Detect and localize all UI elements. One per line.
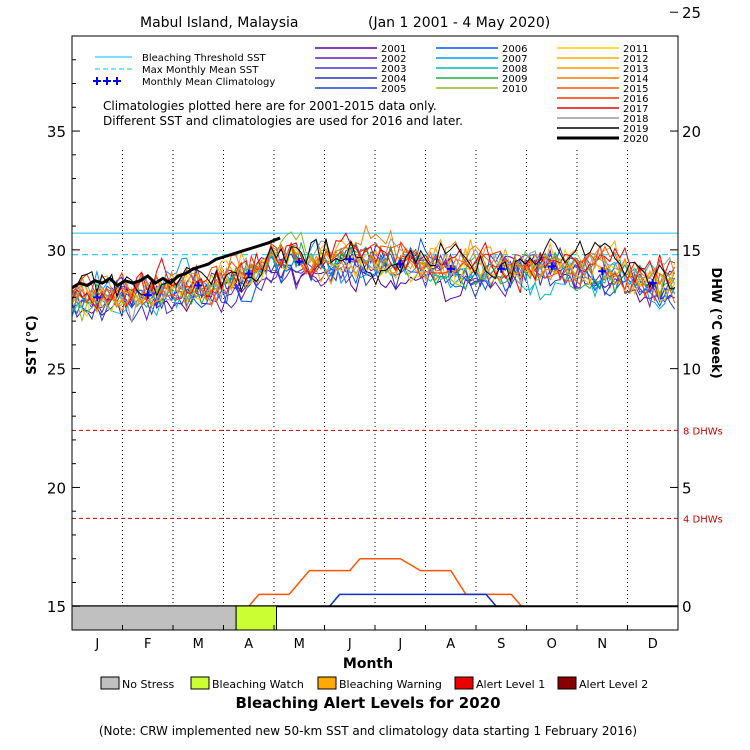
alert-legend-title: Bleaching Alert Levels for 2020 [235,694,500,712]
alert-legend-swatch [557,676,577,690]
x-tick-label: J [397,637,402,652]
x-tick-label: S [497,637,505,652]
legend-year-label: 2002 [381,54,406,65]
alert-segment-no-stress [71,605,237,631]
climatology-marker [93,293,102,302]
alert-legend-label: No Stress [122,678,175,691]
x-tick-label: J [94,637,99,652]
alert-segment-bleaching-watch [235,605,278,631]
x-tick-label: F [144,637,151,652]
legend-year-label: 2001 [381,44,406,55]
legend-year-label: 2010 [502,84,527,95]
sst-2020-series [71,236,281,290]
alert-legend-swatch [317,676,337,690]
climatology-note-1: Climatologies plotted here are for 2001-… [103,99,437,113]
y-tick-label: 25 [47,361,66,379]
legend-year-label: 2020 [623,134,648,145]
y2-tick-label: 5 [682,479,692,497]
alert-legend-label: Bleaching Warning [339,678,442,691]
y2-axis-label: DHW (°C week) [708,267,723,378]
y2-tick-label: 25 [682,4,701,22]
legend-line-label: Monthly Mean Climatology [142,77,275,88]
y-tick-label: 15 [47,598,66,616]
legend-year-label: 2018 [623,114,648,125]
climatology-marker [194,281,203,290]
alert-legend: No Stress Bleaching Watch Bleaching Warnin… [100,676,648,691]
alert-legend-label: Alert Level 1 [476,678,545,691]
legend-year-label: 2013 [623,64,648,75]
sst-series-2014 [71,224,676,312]
climatology-note-2: Different SST and climatologies are used… [103,114,463,128]
y2-tick-label: 20 [682,123,701,141]
alert-legend-swatch [100,676,120,690]
legend-line-label: Max Monthly Mean SST [142,65,259,76]
legend-year-label: 2003 [381,64,406,75]
climatology-marker [143,290,152,299]
dhw-series-orange [72,557,678,607]
climatology-marker [497,264,506,273]
y-tick-label: 30 [47,242,66,260]
legend-year-label: 2005 [381,84,406,95]
legend-year-label: 2016 [623,94,648,105]
sst-year-series [71,224,676,323]
sst-series-2020 [71,236,281,290]
climatology-marker [598,267,607,276]
y2-tick-label: 0 [682,598,692,616]
legend-year-label: 2019 [623,124,648,135]
alert-level-bar [71,605,278,631]
x-tick-label: J [347,637,352,652]
y-tick-label: 20 [47,479,66,497]
axes: 15 20 25 30 35 0 5 10 15 20 25 J F M A M J J A S O N D [47,4,701,652]
alert-legend-label: Alert Level 2 [579,678,648,691]
chart-title-range: (Jan 1 2001 - 4 May 2020) [368,15,550,31]
sst-series-2015 [71,240,676,304]
x-tick-label: A [446,637,455,652]
x-tick-label: D [648,637,658,652]
x-tick-label: O [547,637,557,652]
y-tick-label: 35 [47,123,66,141]
legend-year-label: 2012 [623,54,648,65]
alert-legend-label: Bleaching Watch [212,678,304,691]
y2-tick-label: 10 [682,361,701,379]
climatology-marker [547,262,556,271]
legend-year-label: 2017 [623,104,648,115]
y2-tick-label: 15 [682,242,701,260]
legend-year-label: 2006 [502,44,527,55]
x-tick-label: N [597,637,607,652]
legend-year-label: 2008 [502,64,527,75]
alert-legend-swatch [190,676,210,690]
month-gridlines [122,150,628,606]
legend-line-label: Bleaching Threshold SST [142,53,267,64]
legend-year-label: 2011 [623,44,648,55]
alert-legend-swatch [454,676,474,690]
dhw-reference-label: 4 DHWs [683,514,723,525]
legend-year-label: 2015 [623,84,648,95]
chart-title-location: Mabul Island, Malaysia [140,15,298,31]
sst-series-2018 [71,237,676,323]
climatology-marker [345,255,354,264]
x-tick-label: M [294,637,305,652]
climatology-marker [244,269,253,278]
sst-series-2017 [71,232,675,310]
legend-year-label: 2009 [502,74,527,85]
x-axis-label: Month [343,656,393,672]
climatology-marker [446,264,455,273]
legend-year-label: 2014 [623,74,648,85]
legend-year-label: 2007 [502,54,527,65]
sst-series-2016 [71,241,676,302]
legend-year-label: 2004 [381,74,406,85]
climatology-marker [295,257,304,266]
climatology-markers [93,255,657,302]
climatology-marker [648,279,657,288]
footnote: (Note: CRW implemented new 50-km SST and… [99,724,637,738]
dhw-reference-label: 8 DHWs [683,426,723,437]
x-tick-label: M [193,637,204,652]
climatology-marker [396,260,405,269]
x-tick-label: A [244,637,253,652]
y-axis-label: SST (°C) [25,315,40,374]
